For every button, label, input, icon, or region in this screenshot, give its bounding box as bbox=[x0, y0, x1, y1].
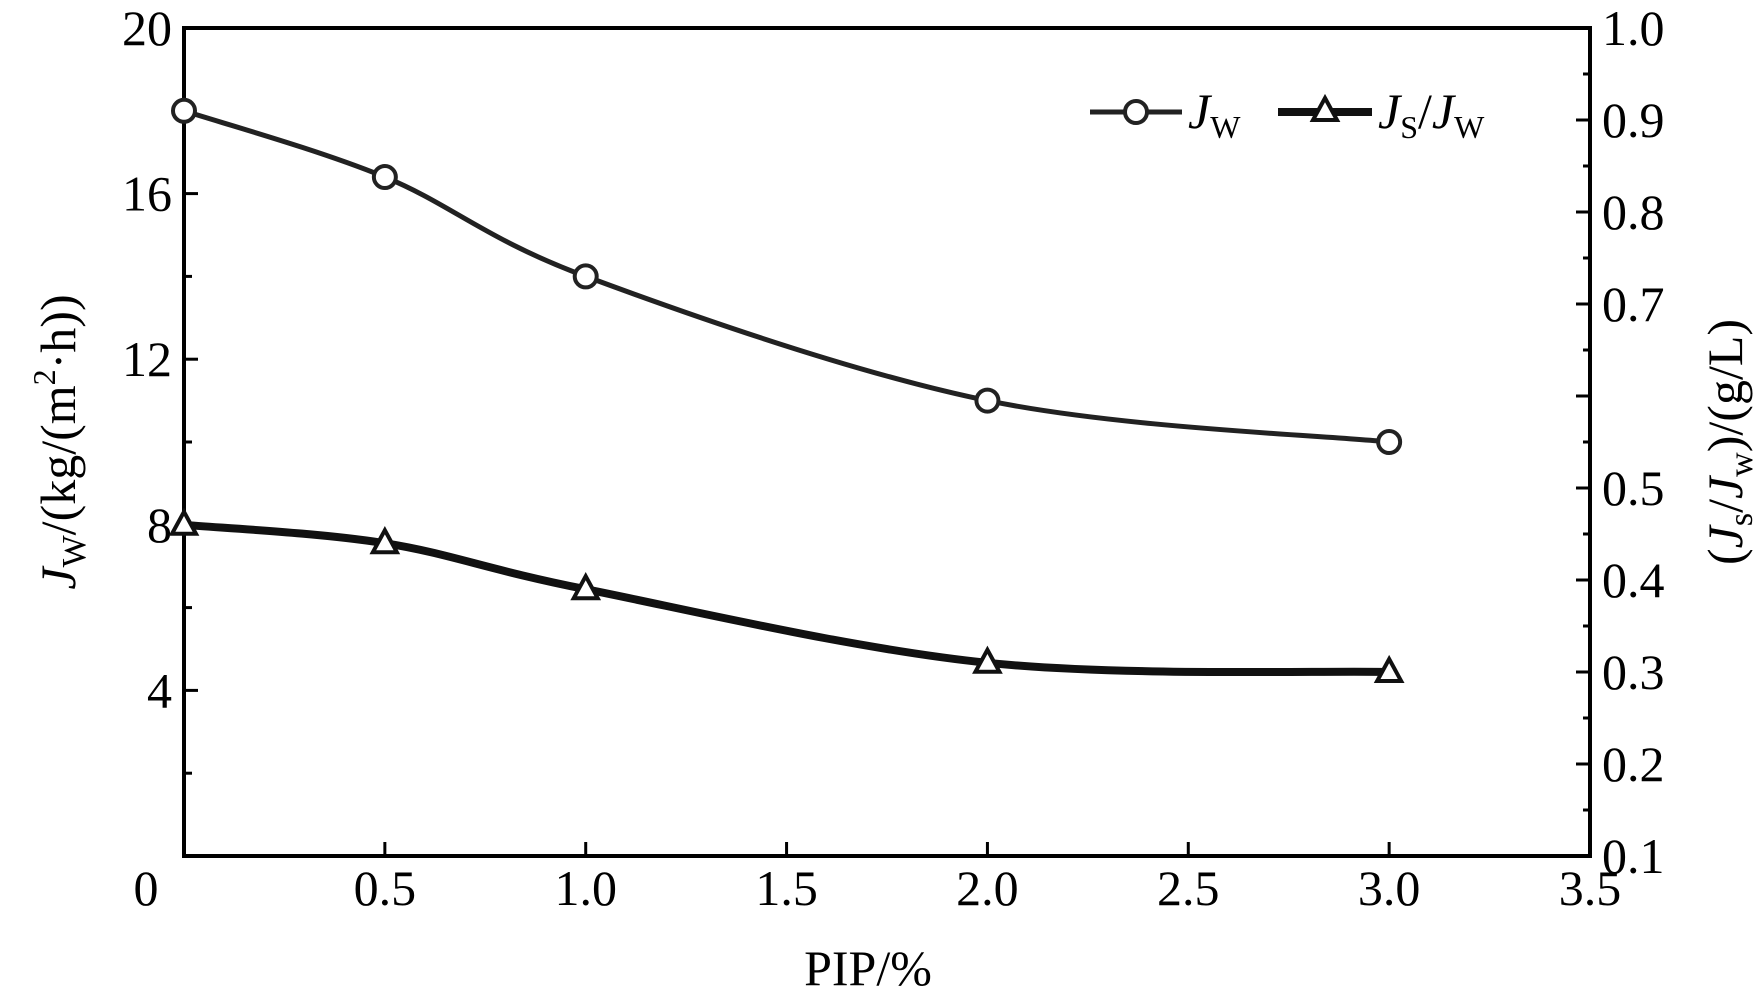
jw-data-point bbox=[371, 164, 398, 191]
x-axis-title: PIP/% bbox=[804, 940, 932, 996]
x-tick-label: 2.5 bbox=[1157, 860, 1220, 916]
left-y-tick-label: 12 bbox=[122, 331, 172, 387]
series-jw-line bbox=[183, 108, 1390, 445]
right-y-tick-label: 0.5 bbox=[1602, 460, 1665, 516]
x-tick-label: 1.0 bbox=[554, 860, 617, 916]
right-y-tick-label: 0.2 bbox=[1602, 736, 1665, 792]
legend-jw-circle-marker bbox=[1123, 99, 1149, 125]
right-y-axis-title: (Js/Jw)/(g/L) bbox=[1697, 319, 1760, 565]
jw-data-point bbox=[572, 263, 599, 290]
right-y-tick-label: 0.4 bbox=[1602, 552, 1665, 608]
jw-data-point bbox=[974, 387, 1001, 414]
left-y-tick-label: 20 bbox=[122, 0, 172, 56]
x-tick-label: 2.0 bbox=[956, 860, 1019, 916]
right-y-tick-label: 0.8 bbox=[1602, 184, 1665, 240]
left-y-tick-label: 4 bbox=[147, 662, 172, 718]
jw-data-point bbox=[1376, 429, 1403, 455]
left-y-tick-label: 8 bbox=[147, 497, 172, 553]
origin-zero-label: 0 bbox=[134, 860, 159, 916]
series-js-jw-line bbox=[183, 520, 1390, 677]
legend-js-jw-label: JS/JW bbox=[1378, 83, 1485, 145]
legend-jw-label: JW bbox=[1188, 83, 1241, 145]
js-jw-data-point bbox=[972, 645, 1003, 674]
left-y-axis-ticks: 4 8 12 16 20 bbox=[122, 0, 198, 775]
js-jw-data-point bbox=[168, 507, 200, 536]
x-tick-label: 3.5 bbox=[1559, 860, 1622, 916]
left-y-axis-title: JW/(kg/(m2·h)) bbox=[26, 294, 93, 589]
x-tick-label: 1.5 bbox=[755, 860, 818, 916]
x-tick-label: 3.0 bbox=[1358, 860, 1421, 916]
x-tick-label: 0.5 bbox=[354, 860, 417, 916]
series-jw-markers bbox=[171, 97, 1403, 455]
left-y-tick-label: 16 bbox=[122, 166, 172, 222]
right-y-tick-label: 0.9 bbox=[1602, 92, 1665, 148]
js-jw-data-point bbox=[1373, 654, 1405, 683]
legend-js-jw-triangle-marker bbox=[1309, 93, 1341, 122]
right-y-tick-label: 1.0 bbox=[1602, 0, 1665, 56]
right-y-tick-label: 0.7 bbox=[1602, 276, 1665, 332]
x-axis-ticks: 0.5 1.0 1.5 2.0 2.5 3.0 3.5 bbox=[354, 842, 1622, 916]
js-jw-data-point bbox=[570, 572, 602, 601]
right-y-axis-ticks: 0.1 0.2 0.3 0.4 0.5 0.7 0.8 0.9 1.0 bbox=[1576, 0, 1665, 884]
series-js-jw-markers bbox=[168, 507, 1405, 683]
js-jw-data-point bbox=[369, 526, 401, 555]
jw-data-point bbox=[171, 97, 197, 124]
right-y-tick-label: 0.3 bbox=[1602, 644, 1665, 700]
legend: JW JS/JW bbox=[1090, 83, 1485, 145]
right-y-tick-label: 0.1 bbox=[1602, 828, 1665, 884]
